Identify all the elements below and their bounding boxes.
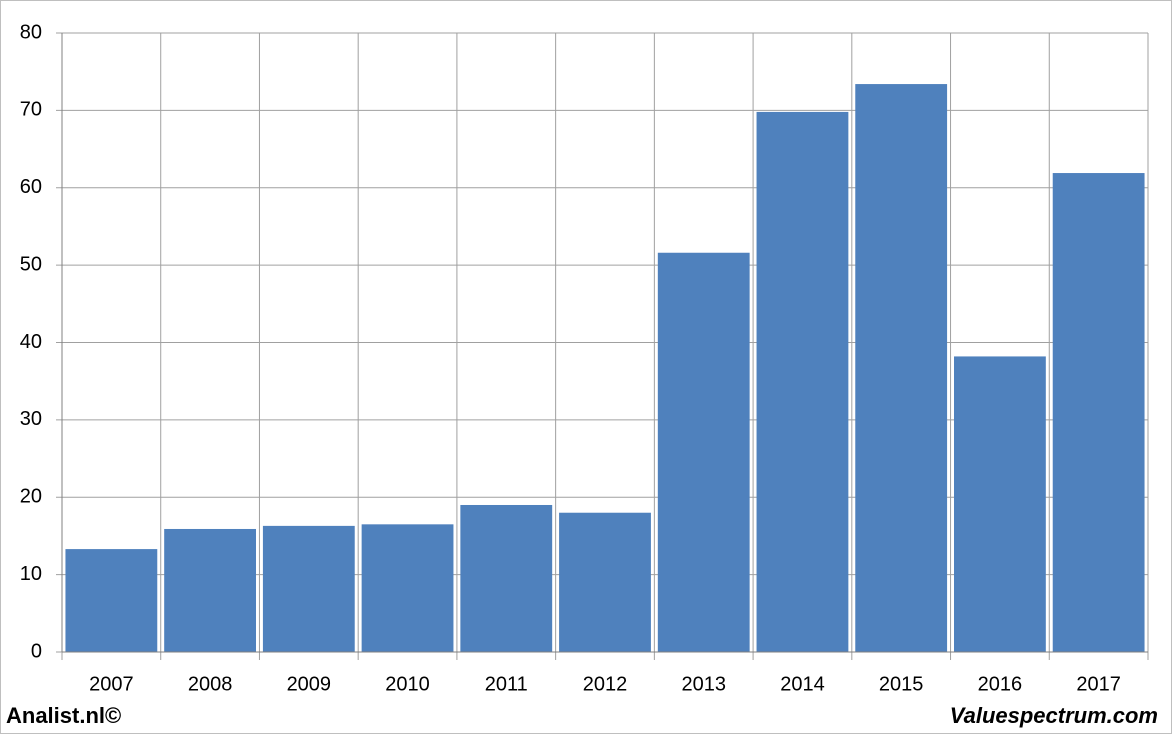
x-tick-label: 2007: [89, 673, 134, 695]
y-tick-label: 70: [20, 99, 42, 121]
bar: [460, 504, 553, 652]
x-tick-label: 2017: [1076, 673, 1121, 695]
bar: [262, 525, 355, 652]
bar: [756, 111, 849, 653]
bar: [559, 512, 651, 652]
bar: [1052, 173, 1145, 652]
x-tick-label: 2008: [188, 673, 233, 695]
x-tick-label: 2013: [681, 673, 726, 695]
x-tick-label: 2015: [879, 673, 924, 695]
y-tick-label: 20: [20, 486, 42, 508]
y-tick-label: 40: [20, 331, 42, 353]
y-tick-label: 50: [20, 253, 42, 275]
y-tick-label: 60: [20, 176, 42, 198]
x-tick-label: 2009: [287, 673, 332, 695]
x-tick-label: 2011: [485, 673, 528, 695]
y-tick-label: 80: [20, 21, 42, 43]
x-tick-label: 2012: [583, 673, 628, 695]
x-tick-label: 2016: [978, 673, 1023, 695]
bar: [954, 356, 1046, 652]
x-tick-label: 2014: [780, 673, 825, 695]
footer-left: Analist.nl©: [6, 703, 121, 728]
bar: [855, 84, 948, 652]
bar: [164, 528, 256, 652]
bar: [657, 252, 750, 652]
footer-right: Valuespectrum.com: [950, 703, 1158, 728]
x-tick-label: 2010: [385, 673, 430, 695]
y-tick-label: 30: [20, 408, 42, 430]
bar: [65, 549, 158, 652]
y-tick-label: 0: [31, 640, 42, 662]
y-tick-label: 10: [20, 563, 42, 585]
bar: [361, 524, 454, 652]
